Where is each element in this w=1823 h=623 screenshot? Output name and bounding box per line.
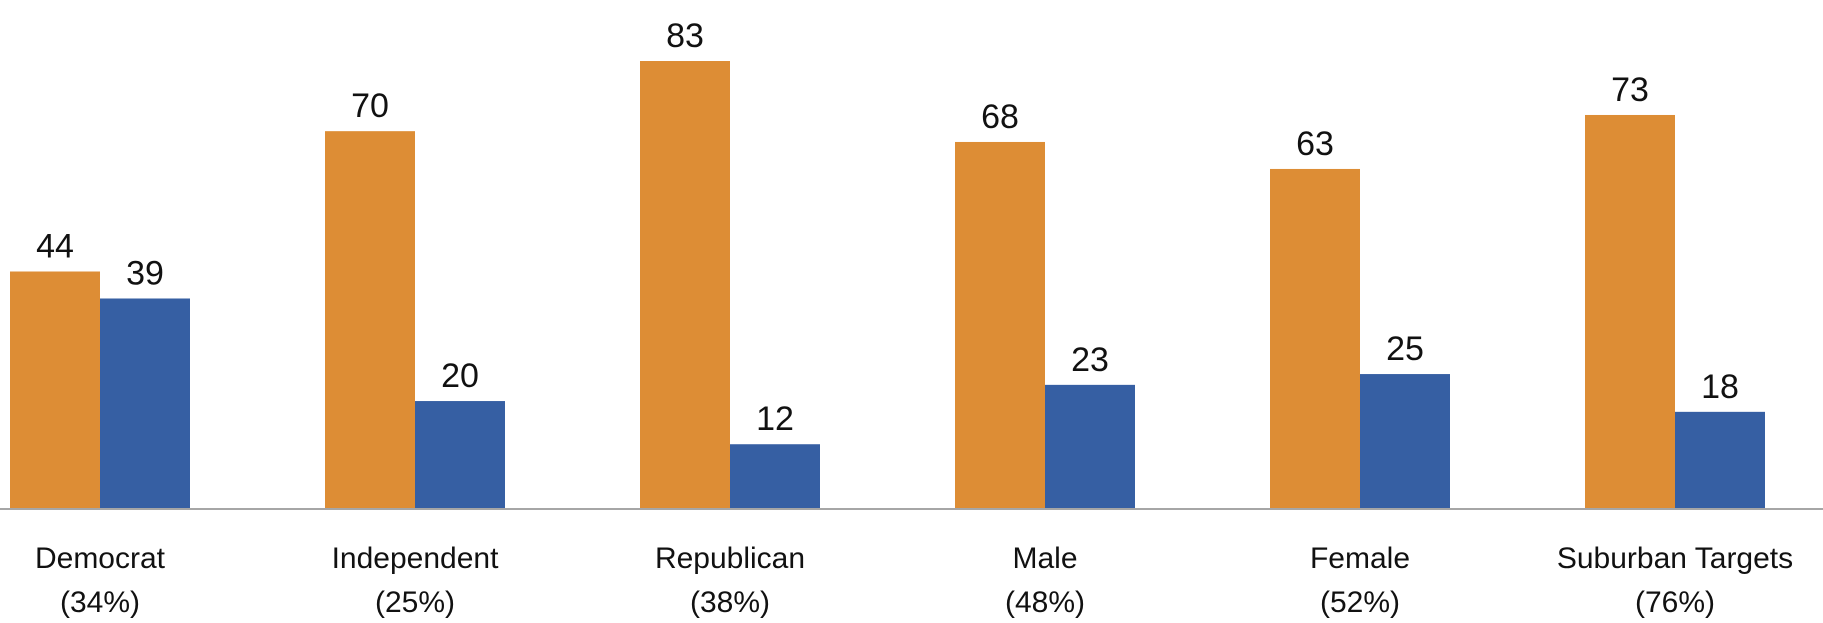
category-label-3-line-0: Male: [1012, 542, 1077, 575]
category-label-0-line-0: Democrat: [35, 542, 166, 575]
value-label-blue-2: 12: [756, 400, 794, 438]
bar-blue-5: [1675, 411, 1765, 509]
bar-blue-2: [730, 444, 820, 509]
category-label-4-line-1: (52%): [1320, 586, 1400, 619]
bar-blue-3: [1045, 384, 1135, 509]
category-label-3-line-1: (48%): [1005, 586, 1085, 619]
bar-orange-5: [1585, 114, 1675, 510]
value-label-blue-3: 23: [1071, 341, 1109, 379]
bar-orange-1: [325, 131, 415, 509]
category-label-2-line-0: Republican: [655, 542, 805, 575]
category-label-1-line-1: (25%): [375, 586, 455, 619]
bar-orange-3: [955, 141, 1045, 509]
bar-orange-0: [10, 271, 100, 509]
value-label-orange-5: 73: [1611, 71, 1649, 109]
category-label-4-line-0: Female: [1310, 542, 1410, 575]
category-labels-layer: Democrat (34%) Independent (25%) Republican (…: [35, 542, 1793, 619]
value-label-orange-0: 44: [36, 228, 74, 266]
value-label-blue-4: 25: [1386, 330, 1424, 368]
bar-blue-4: [1360, 374, 1450, 509]
value-label-blue-0: 39: [126, 254, 164, 292]
value-label-orange-2: 83: [666, 17, 704, 55]
bar-orange-2: [640, 61, 730, 509]
value-label-orange-1: 70: [351, 87, 389, 125]
value-label-blue-5: 18: [1701, 368, 1739, 406]
bars-layer: [10, 61, 1765, 510]
value-label-orange-4: 63: [1296, 125, 1334, 163]
bar-blue-1: [415, 401, 505, 509]
value-label-orange-3: 68: [981, 98, 1019, 136]
category-label-1-line-0: Independent: [332, 542, 499, 575]
category-label-5-line-0: Suburban Targets: [1557, 542, 1793, 575]
bar-orange-4: [1270, 168, 1360, 509]
bar-blue-0: [100, 298, 190, 509]
value-labels-layer: 44 39 70 20 83 12 68 23 63 25 73 18: [36, 17, 1739, 438]
category-label-0-line-1: (34%): [60, 586, 140, 619]
category-label-2-line-1: (38%): [690, 586, 770, 619]
value-label-blue-1: 20: [441, 357, 479, 395]
category-label-5-line-1: (76%): [1635, 586, 1715, 619]
